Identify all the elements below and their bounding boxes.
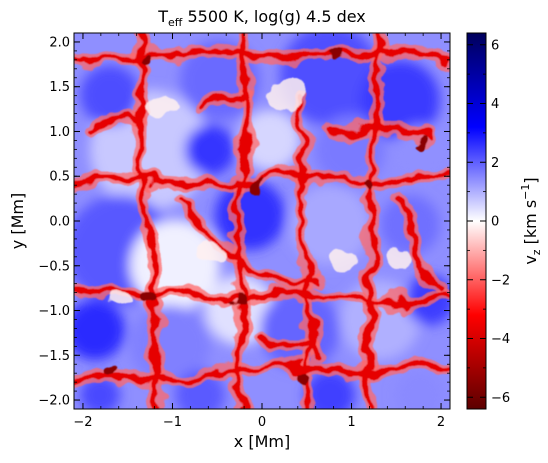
colorbar-label-sub: z	[530, 249, 543, 255]
y-tick-label: 0.0	[49, 215, 70, 230]
neutral-patch	[144, 95, 176, 115]
downflow-lane	[87, 112, 143, 133]
neutral-patch	[265, 83, 305, 107]
colorbar-label-end: ]	[521, 177, 540, 183]
neutral-patch	[107, 292, 133, 308]
neutral-patch	[195, 241, 225, 259]
granule-cell	[305, 370, 355, 409]
x-tick-label: 1	[347, 415, 355, 430]
x-tick-label: −2	[73, 415, 92, 430]
downflow-lane	[327, 126, 433, 138]
x-axis-label: x [Mm]	[234, 432, 290, 451]
granule-cell	[185, 125, 235, 175]
downflow-core	[144, 54, 156, 66]
downflow-core	[415, 135, 425, 145]
granule-cell	[395, 370, 445, 409]
heatmap-area: −2 −1 0 1 2 2.0 1.5 1.0 0.5 0.0 −0.5 −1.0 −1.5 −2.0	[38, 32, 451, 430]
y-tick-label: 0.5	[49, 170, 70, 185]
title-suffix: 5500 K, log(g) 4.5 dex	[182, 7, 365, 26]
granule-cell	[240, 110, 300, 170]
colorbar: 6 4 2 0 −2 −4 −6 vz [km s−1]	[466, 32, 543, 410]
title-subscript: eff	[168, 16, 183, 29]
downflow-core	[234, 294, 246, 306]
downflow-lane	[74, 362, 450, 383]
downflow-lane	[74, 286, 450, 306]
downflow-core	[253, 178, 267, 192]
chart-title: Teff 5500 K, log(g) 4.5 dex	[157, 7, 366, 29]
colorbar-tick-label: 6	[491, 38, 499, 53]
downflow-lane	[257, 337, 323, 358]
downflow-core	[299, 369, 311, 381]
granule-cell	[290, 185, 370, 265]
colorbar-label-mid: [km s	[521, 200, 540, 250]
downflow-core	[324, 52, 336, 64]
y-tick-label: −1.0	[38, 304, 70, 319]
y-axis: 2.0 1.5 1.0 0.5 0.0 −0.5 −1.0 −1.5 −2.0	[38, 35, 450, 409]
colorbar-label: vz [km s−1]	[519, 177, 543, 264]
y-tick-label: 2.0	[49, 35, 70, 50]
downflow-core	[364, 174, 376, 186]
granule-cell	[74, 300, 125, 360]
neutral-patch	[329, 250, 361, 270]
downflow-lane	[363, 33, 383, 409]
downflow-lane	[177, 197, 323, 287]
y-axis-label: y [Mm]	[8, 193, 27, 249]
x-axis: −2 −1 0 1 2	[73, 33, 445, 430]
y-tick-label: 1.5	[49, 80, 70, 95]
colorbar-tick-label: 2	[491, 156, 499, 171]
downflow-core	[143, 283, 157, 297]
colorbar-tick-label: 0	[491, 215, 499, 230]
downflow-core	[105, 365, 115, 375]
x-tick-label: −1	[163, 415, 182, 430]
colorbar-tick-label: −4	[491, 332, 510, 347]
colorbar-label-base: v	[521, 255, 540, 264]
colorbar-tick-label: 4	[491, 97, 499, 112]
colorbar-ticks: 6 4 2 0 −2 −4 −6	[467, 38, 510, 406]
colorbar-tick-label: −2	[491, 273, 510, 288]
neutral-patch	[385, 251, 415, 269]
x-tick-label: 2	[437, 415, 445, 430]
title-prefix: T	[157, 7, 168, 26]
y-tick-label: −1.5	[38, 349, 70, 364]
downflow-lane	[296, 97, 314, 409]
y-tick-label: −0.5	[38, 259, 70, 274]
downflow-lane	[136, 33, 163, 409]
y-tick-label: −2.0	[38, 394, 70, 409]
colorbar-label-sup: −1	[519, 184, 532, 200]
y-tick-label: 1.0	[49, 125, 70, 140]
x-tick-label: 0	[258, 415, 266, 430]
downflow-lane	[397, 197, 443, 293]
downflow-lane	[197, 92, 248, 113]
colorbar-tick-label: −6	[491, 391, 510, 406]
